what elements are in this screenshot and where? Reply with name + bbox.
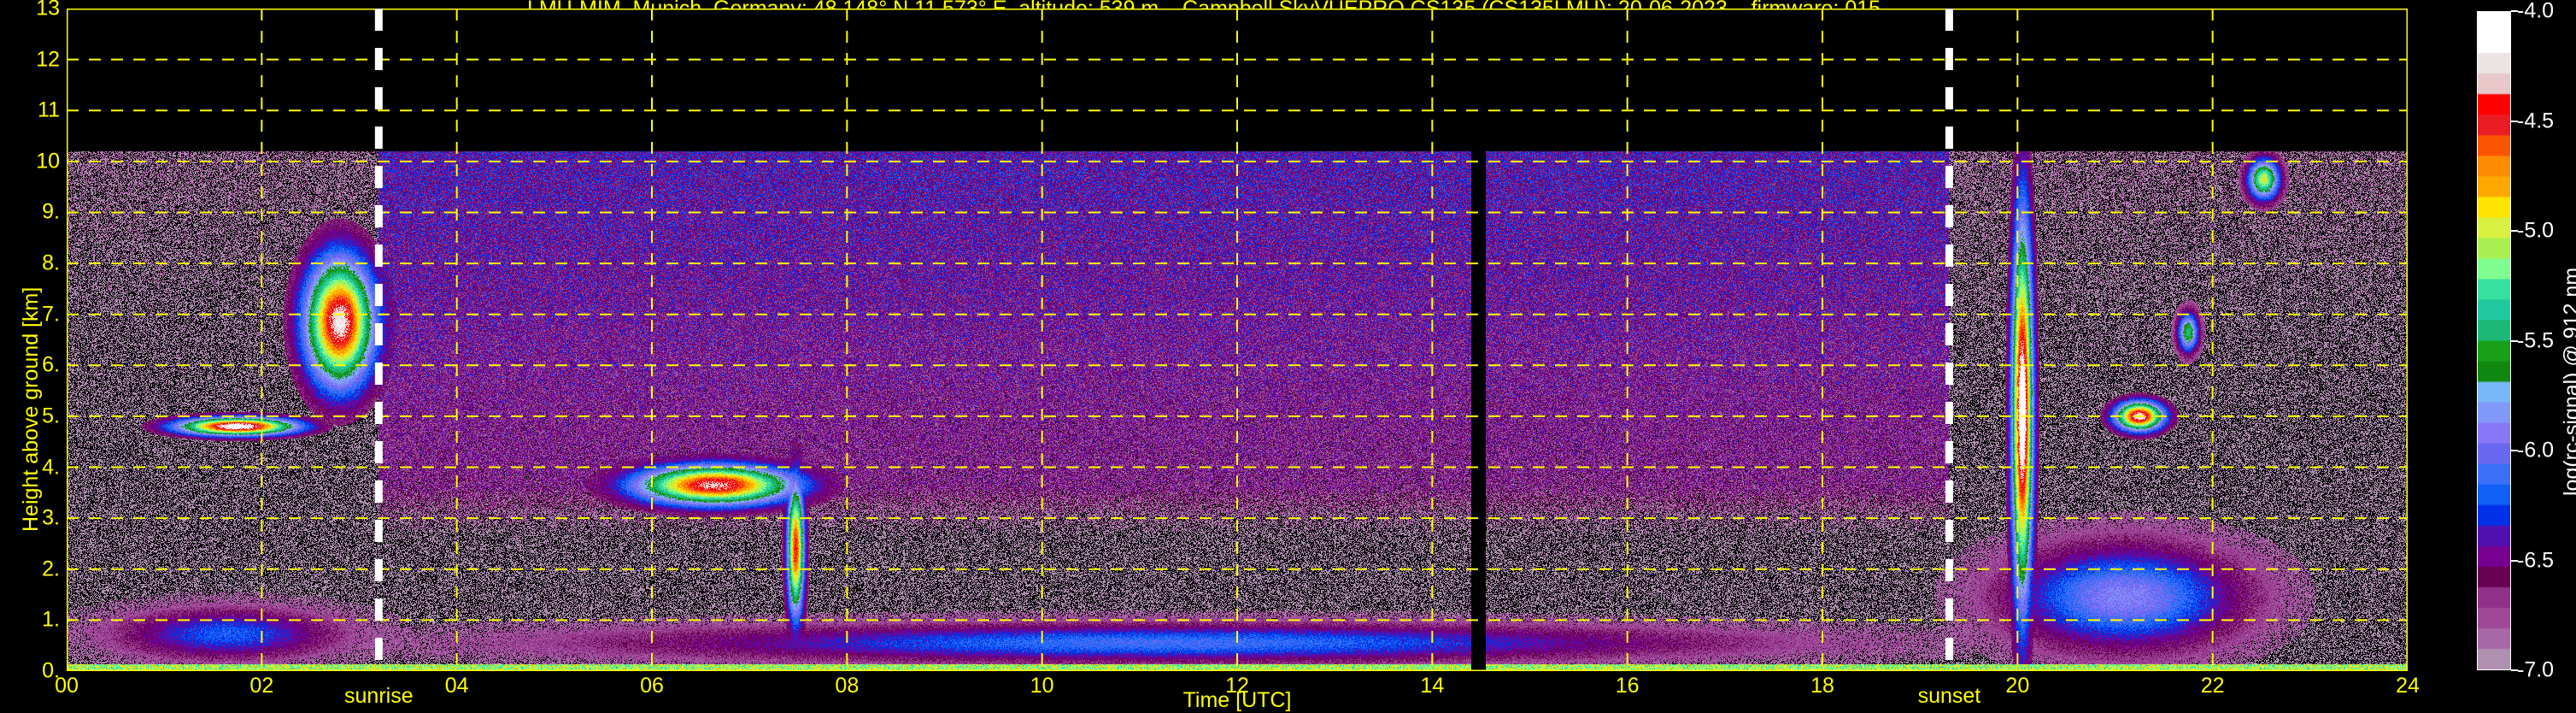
x-tick-08: 08 <box>835 674 860 698</box>
x-tick-16: 16 <box>1615 674 1640 698</box>
y-tick-11: 11 <box>38 97 60 122</box>
x-tick-12: 12 <box>1225 674 1249 698</box>
colorbar-tick--6.5: -6.5 <box>2517 548 2555 572</box>
y-tick-10: 10 <box>36 149 60 174</box>
y-tick-1: 1. <box>42 607 60 632</box>
y-tick-7: 7. <box>42 302 60 327</box>
x-tick-10: 10 <box>1030 674 1054 698</box>
y-tick-2: 2. <box>42 557 60 581</box>
colorbar-tickmark-0 <box>2511 10 2518 12</box>
colorbar[interactable] <box>2477 11 2511 670</box>
x-tick-20: 20 <box>2005 674 2030 698</box>
colorbar-tick--5.0: -5.0 <box>2517 218 2555 243</box>
colorbar-gradient <box>2477 11 2511 670</box>
plot-area[interactable] <box>67 9 2408 671</box>
colorbar-tickmark-6 <box>2511 669 2518 671</box>
x-tick-02: 02 <box>249 674 274 698</box>
x-tick-18: 18 <box>1810 674 1834 698</box>
colorbar-tick--7.0: -7.0 <box>2517 657 2555 682</box>
x-tick-04: 04 <box>444 674 469 698</box>
event-label-sunrise: sunrise <box>344 684 414 708</box>
colorbar-tickmark-2 <box>2511 230 2518 232</box>
x-tick-24: 24 <box>2396 674 2420 698</box>
colorbar-tick--6.0: -6.0 <box>2517 438 2555 463</box>
colorbar-tickmark-5 <box>2511 559 2518 562</box>
x-axis-title: Time [UTC] <box>1182 688 1292 712</box>
colorbar-tickmark-1 <box>2511 120 2518 122</box>
y-tick-4: 4. <box>42 455 60 480</box>
backscatter-heatmap[interactable] <box>67 9 2408 671</box>
y-tick-0: 0. <box>42 658 60 683</box>
y-tick-5: 5. <box>42 404 60 428</box>
y-tick-8: 8. <box>42 250 60 275</box>
colorbar-title: log(rc-signal) @ 912 nm <box>2560 267 2576 496</box>
y-tick-9: 9. <box>42 199 60 224</box>
x-tick-14: 14 <box>1420 674 1445 698</box>
y-tick-3: 3. <box>42 505 60 530</box>
grid-overlay <box>67 9 2408 671</box>
colorbar-tickmark-3 <box>2511 339 2518 342</box>
x-tick-00: 00 <box>55 674 79 698</box>
event-label-sunset: sunset <box>1917 684 1981 708</box>
colorbar-tick--5.5: -5.5 <box>2517 328 2555 352</box>
x-tick-22: 22 <box>2200 674 2225 698</box>
y-tick-6: 6. <box>42 352 60 377</box>
y-tick-12: 12 <box>36 47 60 72</box>
colorbar-tickmark-4 <box>2511 450 2518 451</box>
x-tick-06: 06 <box>640 674 664 698</box>
y-tick-13: 13 <box>36 0 60 21</box>
colorbar-tick--4.5: -4.5 <box>2517 109 2555 133</box>
colorbar-tick--4.0: -4.0 <box>2517 0 2555 23</box>
